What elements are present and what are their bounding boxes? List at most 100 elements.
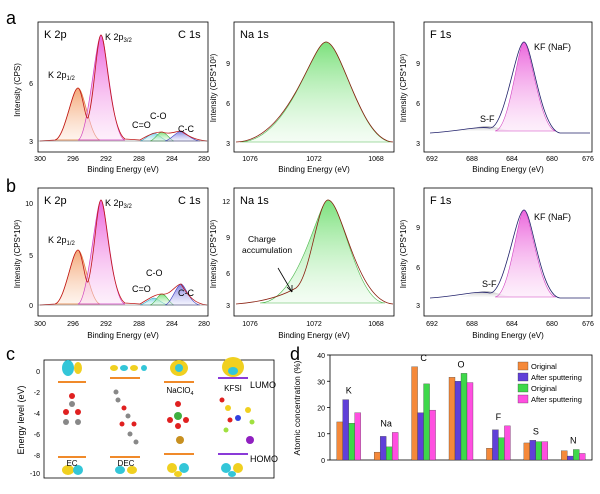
category-label: Na (380, 418, 392, 428)
y-tick-label: 3 (226, 141, 230, 148)
homo-label: HOMO (250, 454, 278, 464)
label-kf: KF (NaF) (534, 42, 571, 52)
bar (336, 421, 343, 461)
y-tick-label: 3 (226, 303, 230, 310)
peak-k2p32-fill (77, 34, 126, 141)
bar (498, 437, 505, 461)
x-axis-label: Binding Energy (eV) (472, 331, 544, 340)
y-tick-label: 10 (25, 201, 33, 208)
x-tick-label: 292 (100, 321, 112, 328)
label-k2p32: K 2p3/2 (105, 32, 133, 44)
x-axis-label: Binding Energy (eV) (87, 331, 159, 340)
title-c1s: C 1s (178, 195, 201, 207)
y-tick-label: 0 (36, 369, 40, 376)
plot-frame (43, 359, 275, 479)
y-axis-label: Intensity (CPS*10³) (209, 53, 218, 122)
x-tick-label: 284 (166, 321, 178, 328)
lumo-orbital-ec-icon (62, 360, 74, 376)
x-tick-label: 296 (67, 321, 79, 328)
x-tick-label: 1076 (242, 156, 258, 163)
legend-swatch (517, 361, 529, 371)
title-c1s: C 1s (178, 29, 201, 41)
xps-b-na1s: Na 1s Charge accumulation 3 6 9 12 Intens… (209, 187, 395, 340)
y-tick-label: 6 (29, 81, 33, 88)
label-kf: KF (NaF) (534, 212, 571, 222)
bar (391, 432, 399, 461)
y-tick-label: -10 (30, 471, 40, 478)
title-f1s: F 1s (430, 195, 452, 207)
y-tick-label: 3 (416, 141, 420, 148)
y-tick-label: 0 (321, 458, 325, 465)
peak-na1s-fill (239, 41, 393, 143)
y-tick-label: 10 (317, 432, 325, 439)
y-tick-label: 9 (416, 225, 420, 232)
x-tick-label: 300 (34, 156, 46, 163)
y-tick-label: 3 (416, 303, 420, 310)
molecule-label-dec: DEC (118, 459, 135, 468)
molecule-label-naclo4: NaClO4 (166, 386, 193, 397)
x-tick-label: 280 (198, 156, 210, 163)
category-labels: K Na C O F S N (346, 353, 577, 446)
peak-kf-fill (494, 209, 557, 298)
molecule-dec-icon (113, 389, 139, 445)
title-na1s: Na 1s (240, 29, 269, 41)
title-na1s: Na 1s (240, 195, 269, 207)
spectrum-envelope (39, 199, 208, 306)
x-tick-label: 1068 (368, 156, 384, 163)
legend-label: Original (531, 384, 557, 393)
x-tick-label: 1072 (306, 156, 322, 163)
legend: Original After sputtering Original After sp… (517, 361, 582, 404)
bar (373, 451, 381, 461)
y-tick-label: 5 (29, 253, 33, 260)
x-tick-label: 292 (100, 156, 112, 163)
x-tick-label: 692 (426, 321, 438, 328)
title-k2p: K 2p (44, 195, 67, 207)
x-tick-label: 676 (582, 156, 594, 163)
x-tick-label: 296 (67, 156, 79, 163)
y-tick-label: -4 (34, 411, 40, 418)
label-k2p12: K 2p1/2 (48, 235, 76, 247)
label-cc: C-C (178, 288, 194, 298)
lumo-label: LUMO (250, 380, 276, 390)
y-axis-label: Intensity (CPS*10³) (399, 53, 408, 122)
legend-label: Original (531, 362, 557, 371)
x-tick-label: 680 (546, 156, 558, 163)
title-f1s: F 1s (430, 29, 452, 41)
spectrum-envelope (235, 41, 394, 143)
panel-d-bar-chart: 0 10 20 30 40 K Na C O F S N Atomic concentration … (292, 353, 593, 465)
x-tick-label: 684 (506, 321, 518, 328)
legend-swatch (517, 383, 529, 393)
bar (561, 450, 568, 461)
xps-a-f1s: F 1s KF (NaF) S-F 3 6 9 Intensity (CPS*1… (399, 21, 594, 174)
plot-frame (37, 21, 209, 153)
y-tick-label: 6 (226, 271, 230, 278)
x-tick-label: 688 (466, 321, 478, 328)
legend-swatch (517, 394, 529, 404)
y-tick-label: 0 (29, 303, 33, 310)
label-cc: C-C (178, 124, 194, 134)
bar (466, 382, 474, 461)
x-axis-label: Binding Energy (eV) (278, 331, 350, 340)
lumo-orbital-kfsi-icon (222, 357, 244, 377)
x-tick-label: 688 (466, 156, 478, 163)
bar (579, 453, 586, 461)
title-k2p: K 2p (44, 29, 67, 41)
category-label: O (457, 359, 464, 369)
y-tick-label: 6 (226, 101, 230, 108)
category-label: C (420, 353, 427, 363)
x-tick-labels: 300 296 292 288 284 280 (34, 156, 210, 163)
y-tick-label: 20 (317, 406, 325, 413)
bar (423, 383, 430, 461)
y-axis-label: Intensity (CPS) (13, 63, 22, 117)
x-tick-label: 684 (506, 156, 518, 163)
y-tick-label: -6 (34, 432, 40, 439)
peak-k2p32-fill (77, 199, 126, 305)
lumo-orbital-naclo4-icon (170, 360, 188, 376)
y-tick-label: 6 (416, 101, 420, 108)
xps-a-na1s: Na 1s 3 6 9 Intensity (CPS*10³) 1076 107… (209, 21, 395, 174)
y-tick-labels: 0 -2 -4 -6 -8 -10 (30, 369, 40, 478)
legend-label: After sputtering (531, 395, 582, 404)
charge-accumulation-arrow (277, 267, 293, 293)
spectrum-envelope (39, 34, 208, 142)
x-tick-labels: 1076 1072 1068 (242, 321, 384, 328)
